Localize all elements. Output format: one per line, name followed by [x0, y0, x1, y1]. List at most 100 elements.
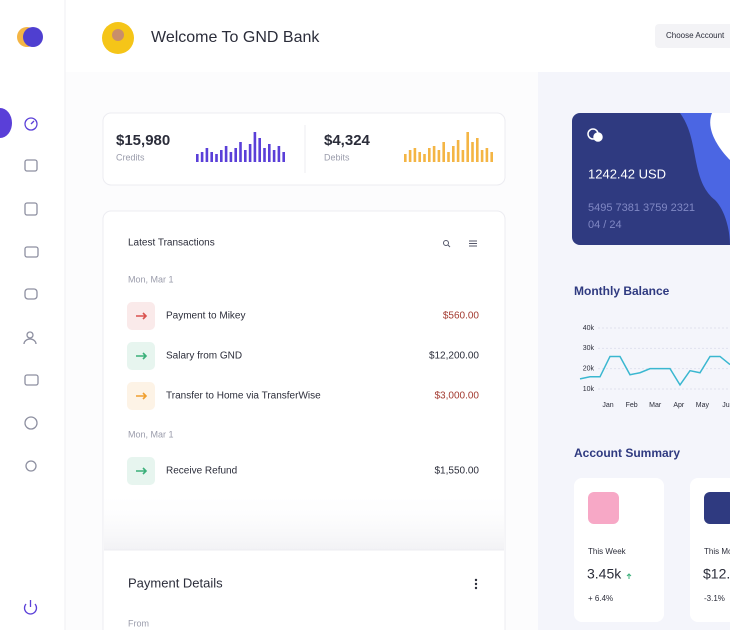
transaction-amount: $12,200.00 [429, 351, 479, 362]
header-bar [65, 0, 730, 72]
spark-bar [428, 148, 431, 162]
x-tick-label: Feb [626, 402, 638, 409]
nav-dashboard[interactable] [24, 117, 38, 131]
monthly-balance-title: Monthly Balance [574, 284, 670, 298]
nav-users[interactable] [23, 331, 37, 345]
x-tick-label: Apr [673, 402, 685, 409]
transaction-icon [136, 467, 148, 475]
sidebar [0, 0, 65, 630]
spark-bar [220, 150, 223, 162]
spark-bar [404, 154, 407, 162]
summary-title: Account Summary [574, 446, 680, 460]
transaction-amount: $560.00 [443, 311, 480, 322]
summary-period: This Week [588, 547, 627, 556]
spark-bar [476, 138, 479, 162]
summary-icon [704, 492, 730, 524]
transaction-row[interactable]: Transfer to Home via TransferWise $3,000.… [127, 382, 479, 410]
debits-amount: $4,324 [324, 132, 371, 149]
spark-bar [423, 154, 426, 162]
spark-bar [200, 152, 204, 162]
nav-messages[interactable] [24, 288, 38, 300]
summary-change: + 6.4% [588, 594, 613, 603]
choose-account-button[interactable] [655, 24, 730, 48]
spark-bar [485, 148, 489, 162]
payment-title: Payment Details [128, 575, 223, 590]
spark-bar [480, 150, 484, 162]
summary-change: -3.1% [704, 594, 725, 603]
transaction-label: Salary from GND [166, 351, 242, 362]
nav-briefcase[interactable] [24, 246, 39, 258]
spark-bar [196, 154, 199, 162]
transaction-label: Transfer to Home via TransferWise [166, 391, 321, 402]
spark-bar [268, 144, 271, 162]
trend-arrow [626, 573, 632, 579]
bank-card [572, 113, 730, 245]
y-tick-label: 30k [583, 345, 595, 352]
summary-card[interactable]: This Mo $12.9 -3.1% [690, 478, 730, 622]
spark-bar [456, 140, 460, 162]
transaction-label: Payment to Mikey [166, 311, 245, 322]
nav-logout[interactable] [23, 600, 38, 615]
active-indicator [0, 108, 12, 138]
summary-cards: This Week 3.45k + 6.4% This Mo $12.9 -3.1% [574, 478, 730, 622]
more-icon[interactable] [474, 578, 478, 590]
spark-bar [263, 148, 266, 162]
summary-value: $12.9 [703, 566, 730, 582]
card-logo [587, 128, 603, 142]
spark-bar [437, 150, 441, 162]
date-label: Mon, Mar 1 [128, 429, 174, 439]
x-tick-label: May [696, 402, 710, 409]
transaction-icon [136, 352, 148, 360]
spark-bar [490, 152, 493, 162]
avatar-face [112, 29, 124, 41]
logo [17, 27, 43, 47]
nav-icons[interactable] [23, 117, 39, 615]
transaction-icon [136, 392, 148, 400]
spark-bar [471, 142, 474, 162]
summary-value: 3.45k [587, 566, 622, 582]
y-tick-label: 40k [583, 325, 595, 332]
summary-period: This Mo [704, 547, 730, 556]
spark-bar [452, 146, 455, 162]
spark-bar [215, 154, 218, 162]
spark-bar [244, 150, 247, 162]
choose-account-label[interactable]: Choose Account [666, 31, 725, 40]
x-tick-label: Ju [722, 402, 730, 409]
transaction-amount: $3,000.00 [435, 391, 480, 402]
transaction-row[interactable]: Receive Refund $1,550.00 [127, 457, 479, 485]
card-wave [680, 113, 730, 245]
credits-amount: $15,980 [116, 132, 170, 149]
transaction-row[interactable]: Salary from GND $12,200.00 [127, 342, 479, 370]
date-label: Mon, Mar 1 [128, 274, 174, 284]
spark-bar [432, 146, 436, 162]
credits-label: Credits [116, 152, 145, 162]
search-icon[interactable] [443, 240, 451, 248]
spark-bar [248, 144, 252, 162]
card-balance: 1242.42 USD [588, 166, 666, 181]
nav-calendar[interactable] [24, 202, 38, 216]
spark-bar [234, 148, 237, 162]
menu-icon[interactable] [469, 240, 477, 247]
y-tick-label: 10k [583, 386, 595, 393]
nav-reports[interactable] [24, 416, 38, 430]
nav-settings[interactable] [25, 460, 37, 472]
nav-cards[interactable] [24, 374, 39, 386]
card-expiry: 04 / 24 [588, 219, 622, 231]
card-number: 5495 7381 3759 2321 [588, 202, 695, 214]
nav-wallet[interactable] [24, 159, 38, 172]
x-tick-label: Jan [602, 402, 613, 409]
monthly-balance-chart: 10k 20k 30k 40k Jan Feb Mar Apr May Ju [579, 325, 730, 409]
spark-bar [447, 152, 450, 162]
debits-label: Debits [324, 152, 350, 162]
transaction-list: Mon, Mar 1 Payment to Mikey $560.00 Salary … [127, 274, 479, 485]
summary-card[interactable]: This Week 3.45k + 6.4% [574, 478, 664, 622]
y-tick-label: 20k [583, 366, 595, 373]
transaction-label: Receive Refund [166, 466, 237, 477]
spark-bar [282, 152, 285, 162]
transaction-icon [136, 312, 148, 320]
x-tick-label: Mar [649, 402, 662, 409]
spark-bar [229, 152, 233, 162]
transaction-row[interactable]: Payment to Mikey $560.00 [127, 302, 479, 330]
payment-from: From [128, 618, 149, 628]
